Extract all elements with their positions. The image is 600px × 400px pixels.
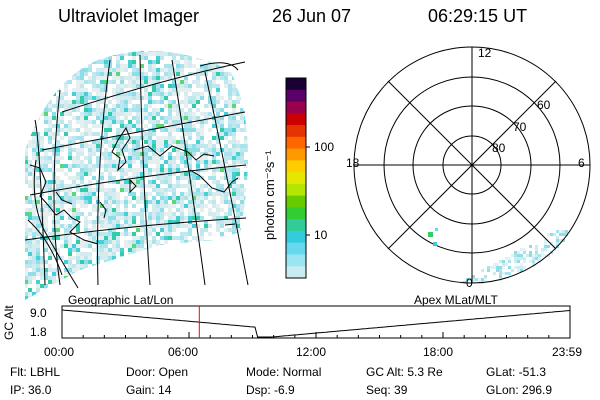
info-gc-alt: GC Alt: 5.3 Re [366, 365, 443, 379]
mlt-label-18: 18 [346, 156, 360, 170]
info-glon: GLon: 296.9 [486, 383, 553, 397]
mlat-label-80: 80 [492, 141, 506, 155]
colorbar-tick-100: 100 [314, 140, 335, 154]
timeline-xtick-0000: 00:00 [44, 345, 75, 359]
colorbar-unit-label: photon cm⁻²s⁻¹ [262, 150, 277, 240]
mlat-label-60: 60 [537, 98, 551, 112]
timeline-ytick-1: 1.8 [30, 325, 47, 339]
info-gain: Gain: 14 [126, 383, 172, 397]
timeline-xtick-1800: 18:00 [423, 345, 454, 359]
geo-grid [24, 54, 249, 286]
timeline-xtick-0600: 06:00 [168, 345, 199, 359]
colorbar [285, 77, 310, 279]
timeline-ytick-9: 9.0 [30, 306, 47, 320]
time-label: 06:29:15 UT [428, 6, 528, 26]
timeline-axis-title: GC Alt [2, 305, 16, 340]
mlat-label-70: 70 [513, 120, 527, 134]
polar-plot [353, 46, 591, 284]
info-mode: Mode: Normal [246, 365, 322, 379]
info-seq: Seq: 39 [366, 383, 408, 397]
info-glat: GLat: -51.3 [486, 365, 547, 379]
date-label: 26 Jun 07 [272, 6, 352, 26]
instrument-title: Ultraviolet Imager [58, 6, 200, 26]
geographic-image [24, 51, 249, 300]
info-filter: Flt: LBHL [10, 365, 61, 379]
geo-coastlines [27, 126, 239, 289]
timeline-xtick-1200: 12:00 [296, 345, 327, 359]
timeline-plot [61, 305, 571, 339]
mlt-label-6: 6 [578, 156, 585, 170]
timeline-right-title: Apex MLat/MLT [414, 293, 498, 307]
info-ip: IP: 36.0 [10, 383, 52, 397]
timeline-left-title: Geographic Lat/Lon [68, 293, 174, 307]
info-door: Door: Open [126, 365, 189, 379]
timeline-xtick-2359: 23:59 [552, 345, 583, 359]
mlt-label-12: 12 [478, 46, 492, 60]
mlt-label-0: 0 [466, 276, 473, 290]
colorbar-tick-10: 10 [314, 228, 328, 242]
info-dsp: Dsp: -6.9 [246, 383, 295, 397]
